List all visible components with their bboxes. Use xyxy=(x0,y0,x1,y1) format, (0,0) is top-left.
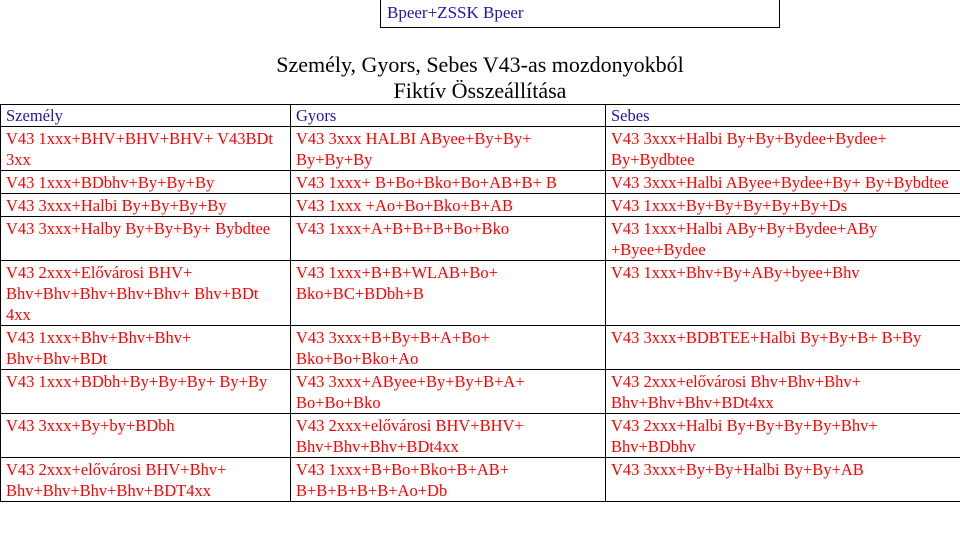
table-cell: V43 1xxx+B+B+WLAB+Bo+ Bko+BC+BDbh+B xyxy=(290,260,606,326)
table-row: V43 3xxx+Halbi By+By+By+By V43 1xxx +Ao+… xyxy=(0,193,960,217)
table-row: V43 1xxx+BHV+BHV+BHV+ V43BDt 3xx V43 3xx… xyxy=(0,126,960,171)
header-szemely: Személy xyxy=(0,104,291,127)
table-cell: V43 3xxx HALBI AByee+By+By+ By+By+By xyxy=(290,126,606,171)
document-subtitle: Fiktív Összeállítása xyxy=(393,78,567,103)
table-header-row: Személy Gyors Sebes xyxy=(0,104,960,127)
header-box: Bpeer+ZSSK Bpeer xyxy=(380,0,780,28)
table-cell: V43 1xxx+Bhv+By+ABy+byee+Bhv xyxy=(605,260,960,326)
table-row: V43 3xxx+By+by+BDbh V43 2xxx+elővárosi B… xyxy=(0,413,960,458)
table-cell: V43 3xxx+AByee+By+By+B+A+ Bo+Bo+Bko xyxy=(290,369,606,414)
table-cell: V43 3xxx+By+By+Halbi By+By+AB xyxy=(605,457,960,502)
table-cell: V43 1xxx+BDbh+By+By+By+ By+By xyxy=(0,369,291,414)
table-cell: V43 3xxx+By+by+BDbh xyxy=(0,413,291,458)
table-cell: V43 3xxx+BDBTEE+Halbi By+By+B+ B+By xyxy=(605,325,960,370)
composition-table: Személy Gyors Sebes V43 1xxx+BHV+BHV+BHV… xyxy=(0,104,960,502)
header-sebes: Sebes xyxy=(605,104,960,127)
table-cell: V43 2xxx+Elővárosi BHV+ Bhv+Bhv+Bhv+Bhv+… xyxy=(0,260,291,326)
table-cell: V43 1xxx+BDbhv+By+By+By xyxy=(0,170,291,194)
table-cell: V43 1xxx+B+Bo+Bko+B+AB+ B+B+B+B+B+Ao+Db xyxy=(290,457,606,502)
table-row: V43 1xxx+BDbh+By+By+By+ By+By V43 3xxx+A… xyxy=(0,369,960,414)
document-title: Személy, Gyors, Sebes V43-as mozdonyokbó… xyxy=(276,52,684,77)
table-cell: V43 2xxx+elővárosi BHV+BHV+ Bhv+Bhv+Bhv+… xyxy=(290,413,606,458)
table-cell: V43 2xxx+Halbi By+By+By+By+Bhv+ Bhv+BDbh… xyxy=(605,413,960,458)
table-cell: V43 1xxx+Halbi ABy+By+Bydee+ABy +Byee+By… xyxy=(605,216,960,261)
table-cell: V43 1xxx+Bhv+Bhv+Bhv+ Bhv+Bhv+BDt xyxy=(0,325,291,370)
table-row: V43 1xxx+BDbhv+By+By+By V43 1xxx+ B+Bo+B… xyxy=(0,170,960,194)
table-cell: V43 1xxx+BHV+BHV+BHV+ V43BDt 3xx xyxy=(0,126,291,171)
table-row: V43 2xxx+Elővárosi BHV+ Bhv+Bhv+Bhv+Bhv+… xyxy=(0,260,960,326)
table-cell: V43 1xxx+ B+Bo+Bko+Bo+AB+B+ B xyxy=(290,170,606,194)
table-row: V43 3xxx+Halby By+By+By+ Bybdtee V43 1xx… xyxy=(0,216,960,261)
table-cell: V43 3xxx+Halbi By+By+Bydee+Bydee+ By+Byd… xyxy=(605,126,960,171)
table-cell: V43 3xxx+B+By+B+A+Bo+ Bko+Bo+Bko+Ao xyxy=(290,325,606,370)
table-cell: V43 1xxx +Ao+Bo+Bko+B+AB xyxy=(290,193,606,217)
header-gyors: Gyors xyxy=(290,104,606,127)
header-label: Bpeer+ZSSK Bpeer xyxy=(387,3,524,22)
table-cell: V43 1xxx+By+By+By+By+By+Ds xyxy=(605,193,960,217)
table-cell: V43 3xxx+Halbi AByee+Bydee+By+ By+Bybdte… xyxy=(605,170,960,194)
table-row: V43 1xxx+Bhv+Bhv+Bhv+ Bhv+Bhv+BDt V43 3x… xyxy=(0,325,960,370)
table-cell: V43 1xxx+A+B+B+B+Bo+Bko xyxy=(290,216,606,261)
table-cell: V43 3xxx+Halbi By+By+By+By xyxy=(0,193,291,217)
table-cell: V43 2xxx+elővárosi BHV+Bhv+ Bhv+Bhv+Bhv+… xyxy=(0,457,291,502)
table-cell: V43 3xxx+Halby By+By+By+ Bybdtee xyxy=(0,216,291,261)
table-cell: V43 2xxx+elővárosi Bhv+Bhv+Bhv+ Bhv+Bhv+… xyxy=(605,369,960,414)
table-row: V43 2xxx+elővárosi BHV+Bhv+ Bhv+Bhv+Bhv+… xyxy=(0,457,960,502)
